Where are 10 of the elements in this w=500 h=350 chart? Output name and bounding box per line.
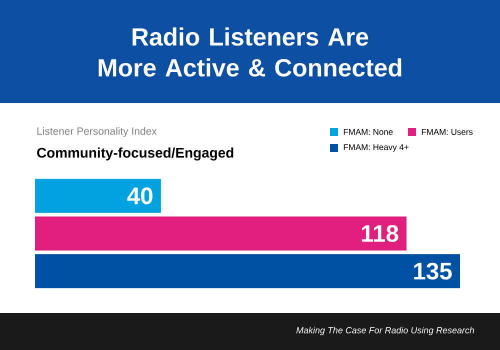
chart-title: Radio Listeners Are More Active & Connected bbox=[98, 27, 402, 77]
legend-label: FMAM: Heavy 4+ bbox=[344, 144, 408, 152]
data-label: 40 bbox=[127, 187, 152, 204]
legend-label: FMAM: None bbox=[344, 129, 393, 135]
text: Making The Case For Radio Using Research bbox=[296, 326, 474, 336]
data-label: 135 bbox=[414, 262, 452, 280]
legend-label: FMAM: Users bbox=[422, 129, 473, 135]
chart-subtitle: Listener Personality Index bbox=[37, 127, 157, 137]
text: Community-focused/Engaged bbox=[37, 147, 234, 161]
data-label: 118 bbox=[362, 225, 398, 242]
